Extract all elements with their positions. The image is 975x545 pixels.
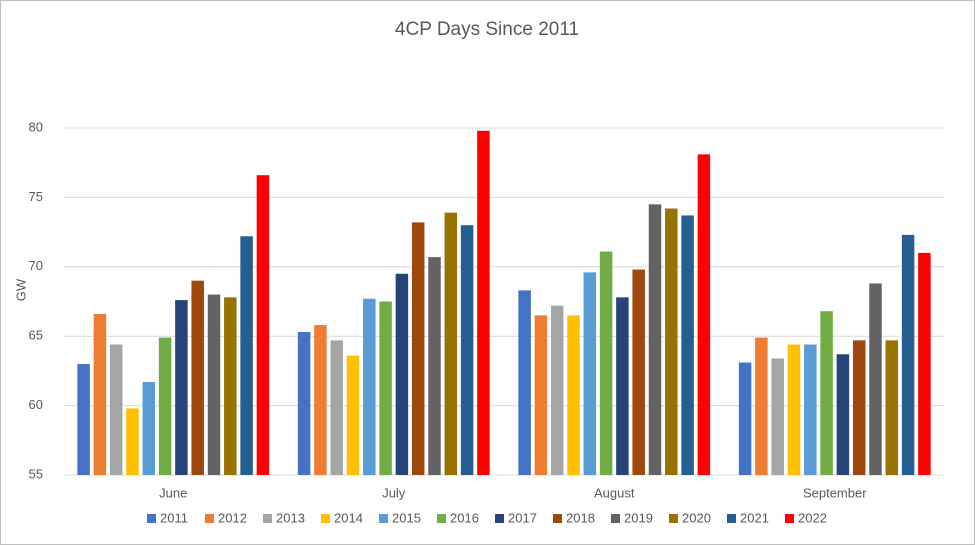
bar <box>142 382 156 475</box>
x-tick-label: September <box>803 485 867 500</box>
bar <box>820 311 833 475</box>
bar <box>93 313 107 475</box>
legend-swatch <box>495 514 504 523</box>
bar <box>346 355 360 475</box>
bar <box>885 340 899 475</box>
bar <box>297 332 311 475</box>
legend-swatch <box>379 514 388 523</box>
legend-swatch <box>321 514 330 523</box>
legend-swatch <box>669 514 678 523</box>
bar <box>697 154 711 475</box>
bar <box>550 305 564 475</box>
bar <box>77 363 90 475</box>
legend-swatch <box>437 514 446 523</box>
legend-label: 2016 <box>450 510 479 525</box>
bar <box>256 175 270 475</box>
bar <box>583 272 597 475</box>
legend-label: 2019 <box>624 510 653 525</box>
bar <box>428 257 441 475</box>
y-tick-label: 80 <box>29 119 43 134</box>
bar <box>787 344 801 475</box>
bar <box>665 208 678 475</box>
legend-label: 2011 <box>160 510 188 525</box>
legend-swatch <box>205 514 214 523</box>
bar <box>771 358 784 475</box>
bar <box>567 315 580 475</box>
bar <box>804 344 817 475</box>
bar <box>648 204 662 475</box>
bar <box>755 337 768 475</box>
bar <box>314 325 327 475</box>
bar <box>224 297 237 475</box>
legend-label: 2013 <box>276 510 305 525</box>
bar <box>836 354 850 475</box>
bar <box>632 269 645 475</box>
legend-label: 2022 <box>798 510 827 525</box>
bar <box>681 215 694 475</box>
legend-swatch <box>553 514 562 523</box>
legend-swatch <box>785 514 794 523</box>
bar <box>738 362 752 475</box>
legend-label: 2021 <box>740 510 769 525</box>
bar <box>126 408 139 475</box>
legend-label: 2015 <box>392 510 421 525</box>
legend-label: 2017 <box>508 510 537 525</box>
bar <box>207 294 221 475</box>
legend-swatch <box>263 514 272 523</box>
bar <box>534 315 548 475</box>
bar <box>852 340 866 475</box>
bar <box>869 283 882 475</box>
bar <box>330 340 343 475</box>
bar <box>918 252 931 475</box>
x-tick-label: July <box>382 485 406 500</box>
bar <box>240 236 253 475</box>
y-tick-label: 60 <box>29 397 43 412</box>
bar <box>191 280 204 475</box>
legend-swatch <box>611 514 620 523</box>
legend-swatch <box>147 514 156 523</box>
bar <box>411 222 425 475</box>
bar <box>175 300 188 475</box>
bar <box>379 301 392 475</box>
bar <box>477 130 490 475</box>
legend-label: 2014 <box>334 510 363 525</box>
legend-swatch <box>727 514 736 523</box>
bar <box>363 298 376 475</box>
bar <box>158 337 172 475</box>
y-tick-label: 70 <box>29 258 43 273</box>
y-tick-label: 55 <box>29 466 43 481</box>
legend-label: 2020 <box>682 510 711 525</box>
legend-label: 2012 <box>218 510 247 525</box>
legend-label: 2018 <box>566 510 595 525</box>
chart-title: 4CP Days Since 2011 <box>395 19 579 40</box>
y-axis-label: GW <box>13 278 28 301</box>
bar <box>109 344 123 475</box>
y-tick-label: 75 <box>29 189 43 204</box>
bar <box>616 297 629 475</box>
bar <box>460 225 474 475</box>
y-tick-label: 65 <box>29 328 43 343</box>
bar <box>901 234 915 475</box>
bar <box>395 273 409 475</box>
bar <box>444 212 458 475</box>
x-tick-label: August <box>594 485 635 500</box>
x-tick-label: June <box>159 485 187 500</box>
bar <box>599 251 613 475</box>
bar <box>518 290 531 475</box>
